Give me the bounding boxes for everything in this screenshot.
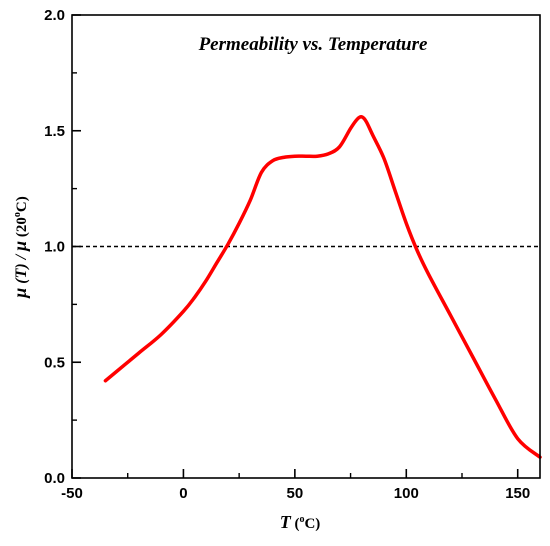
x-tick-label-1: 0	[179, 485, 187, 502]
y-tick-label-0: 0.0	[44, 470, 65, 487]
x-axis-label: T (oC)	[280, 512, 321, 532]
x-axis-variable: T	[280, 512, 292, 532]
x-axis-unit-rest: C)	[304, 516, 320, 532]
y-axis-mid: (T) /	[13, 251, 30, 288]
plot-area: -50 0 50 100 150 0.0 0.5 1.0 1.5 2.0	[44, 7, 542, 502]
y-axis-tail-pre: (20	[14, 217, 30, 241]
y-axis-mu-1: μ	[10, 288, 30, 299]
y-tick-label-3: 1.5	[44, 123, 65, 140]
y-tick-label-1: 0.5	[44, 354, 65, 371]
y-axis-tail-sup: o	[12, 212, 23, 217]
y-axis-label: μ (T) / μ (20oC)	[10, 196, 30, 298]
chart-title: Permeability vs. Temperature	[198, 34, 428, 55]
x-axis-unit-sup: o	[299, 514, 304, 525]
y-tick-label-4: 2.0	[44, 7, 65, 24]
x-tick-label-2: 50	[287, 485, 304, 502]
series-line-0	[103, 115, 542, 459]
x-tick-label-0: -50	[61, 485, 83, 502]
y-axis-tail-post: C)	[14, 196, 30, 212]
y-tick-label-2: 1.0	[44, 239, 65, 256]
x-tick-label-4: 150	[505, 485, 530, 502]
y-axis-mu-2: μ	[10, 241, 30, 252]
x-tick-label-3: 100	[394, 485, 419, 502]
x-axis-unit-open: (	[291, 516, 300, 532]
